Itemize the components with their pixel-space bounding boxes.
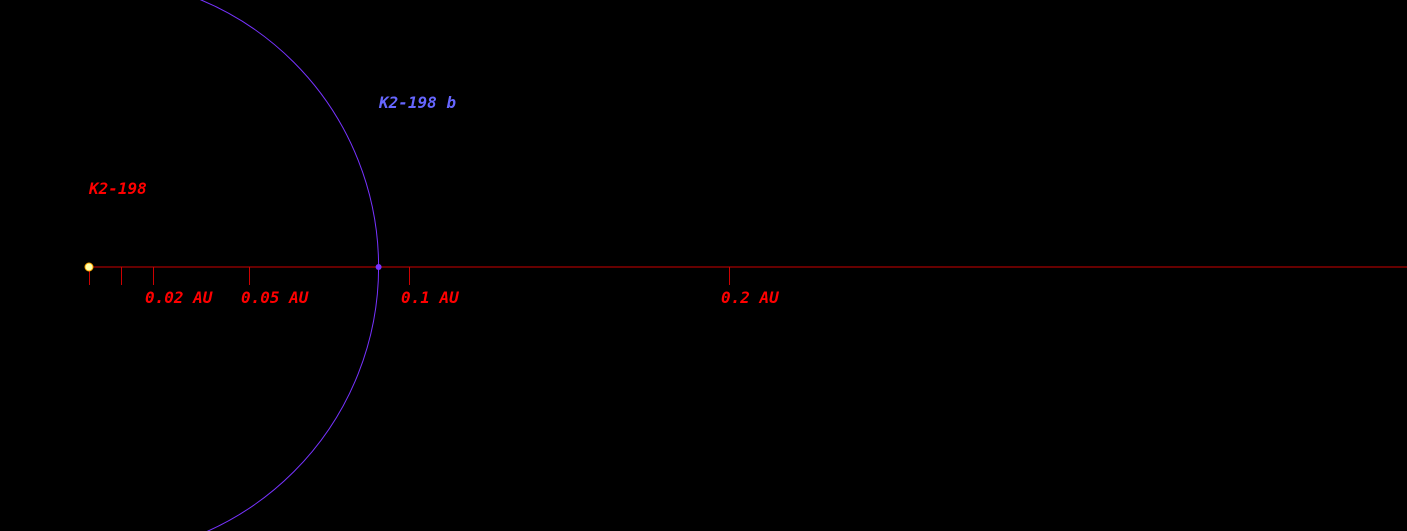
axis-tick-label: 0.05 AU [241, 288, 309, 307]
star-marker [84, 262, 94, 272]
planet-marker [375, 264, 382, 270]
axis-tick-label: 0.02 AU [145, 288, 213, 307]
axis-tick-label: 0.2 AU [721, 288, 779, 307]
star-name-label: K2-198 [88, 179, 147, 198]
axis-tick-label: 0.1 AU [401, 288, 459, 307]
labels: K2-198 K2-198 b 0.02 AU 0.05 AU 0.1 AU 0.2 … [88, 93, 779, 307]
planet-name-label: K2-198 b [378, 93, 456, 112]
bodies [84, 262, 382, 272]
